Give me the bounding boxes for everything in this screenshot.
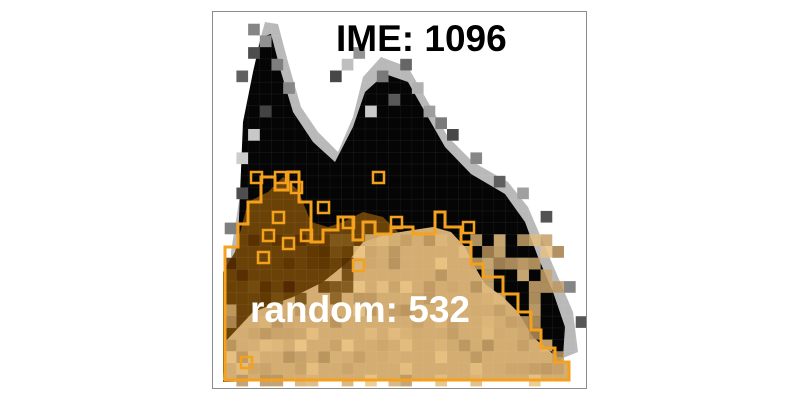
pixel-map [213, 12, 586, 388]
silhouette-shading [224, 23, 586, 328]
ime-score-label: IME: 1096 [336, 18, 507, 59]
random-score-label: random: 532 [250, 289, 471, 330]
image-frame [212, 11, 587, 389]
region-outline [223, 170, 571, 382]
pixel-grid [213, 12, 586, 388]
